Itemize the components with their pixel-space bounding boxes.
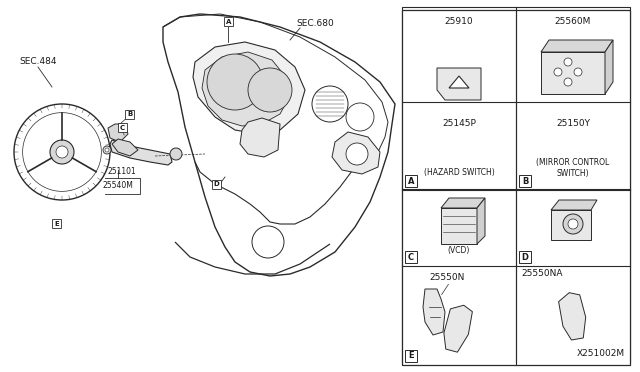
Circle shape	[554, 68, 562, 76]
Circle shape	[574, 68, 582, 76]
Polygon shape	[110, 140, 172, 165]
Polygon shape	[163, 14, 395, 276]
Bar	[212, 180, 221, 189]
Bar	[118, 123, 127, 132]
Circle shape	[14, 104, 110, 200]
Polygon shape	[444, 305, 472, 352]
Bar	[519, 251, 531, 263]
Text: B: B	[127, 112, 132, 118]
Polygon shape	[477, 198, 485, 244]
Text: 25550N: 25550N	[429, 273, 465, 282]
Polygon shape	[551, 200, 597, 210]
Circle shape	[563, 214, 583, 234]
Text: A: A	[226, 19, 231, 25]
Text: 25540M: 25540M	[102, 182, 133, 190]
Circle shape	[105, 148, 109, 152]
Circle shape	[170, 148, 182, 160]
Bar	[441, 208, 477, 244]
Circle shape	[248, 68, 292, 112]
Bar	[541, 52, 605, 94]
Polygon shape	[605, 40, 613, 94]
Bar	[125, 110, 134, 119]
Bar	[0, 0, 400, 372]
Text: 251101: 251101	[108, 167, 136, 176]
Circle shape	[564, 58, 572, 66]
Text: SEC.680: SEC.680	[296, 19, 334, 29]
Circle shape	[22, 113, 101, 191]
Polygon shape	[441, 198, 485, 208]
Polygon shape	[559, 293, 586, 340]
Polygon shape	[332, 132, 380, 174]
Bar	[224, 17, 233, 26]
Circle shape	[207, 54, 263, 110]
Text: D: D	[214, 182, 220, 187]
Circle shape	[50, 140, 74, 164]
Bar	[402, 7, 630, 362]
Bar	[405, 350, 417, 362]
Text: (VCD): (VCD)	[448, 246, 470, 254]
Text: C: C	[120, 125, 125, 131]
Text: 25560M: 25560M	[555, 17, 591, 26]
Polygon shape	[541, 40, 613, 52]
Text: X251002M: X251002M	[577, 349, 625, 358]
Text: C: C	[408, 253, 414, 262]
Text: (MIRROR CONTROL
SWITCH): (MIRROR CONTROL SWITCH)	[536, 158, 610, 178]
Circle shape	[252, 226, 284, 258]
Circle shape	[103, 146, 111, 154]
Text: (HAZARD SWITCH): (HAZARD SWITCH)	[424, 167, 494, 176]
Circle shape	[568, 219, 578, 229]
Circle shape	[312, 86, 348, 122]
Bar	[402, 10, 630, 365]
Polygon shape	[449, 76, 469, 88]
Polygon shape	[423, 289, 445, 335]
Polygon shape	[202, 52, 290, 126]
Polygon shape	[437, 68, 481, 100]
Bar	[405, 175, 417, 187]
Polygon shape	[240, 118, 280, 157]
Bar	[519, 175, 531, 187]
Circle shape	[346, 103, 374, 131]
Text: B: B	[522, 176, 528, 186]
Polygon shape	[108, 124, 128, 142]
Bar	[405, 251, 417, 263]
Text: SEC.484: SEC.484	[19, 58, 57, 67]
Circle shape	[346, 143, 368, 165]
Text: E: E	[54, 221, 59, 227]
Text: A: A	[408, 176, 414, 186]
Text: 25550NA: 25550NA	[521, 269, 563, 279]
Circle shape	[564, 78, 572, 86]
Text: D: D	[522, 253, 529, 262]
Circle shape	[56, 146, 68, 158]
Bar	[52, 219, 61, 228]
Polygon shape	[112, 139, 138, 156]
Text: 25145P: 25145P	[442, 119, 476, 128]
Polygon shape	[193, 42, 305, 134]
Text: 25910: 25910	[445, 17, 474, 26]
Bar	[551, 210, 591, 240]
Text: E: E	[408, 352, 414, 360]
Text: 25150Y: 25150Y	[556, 119, 590, 128]
